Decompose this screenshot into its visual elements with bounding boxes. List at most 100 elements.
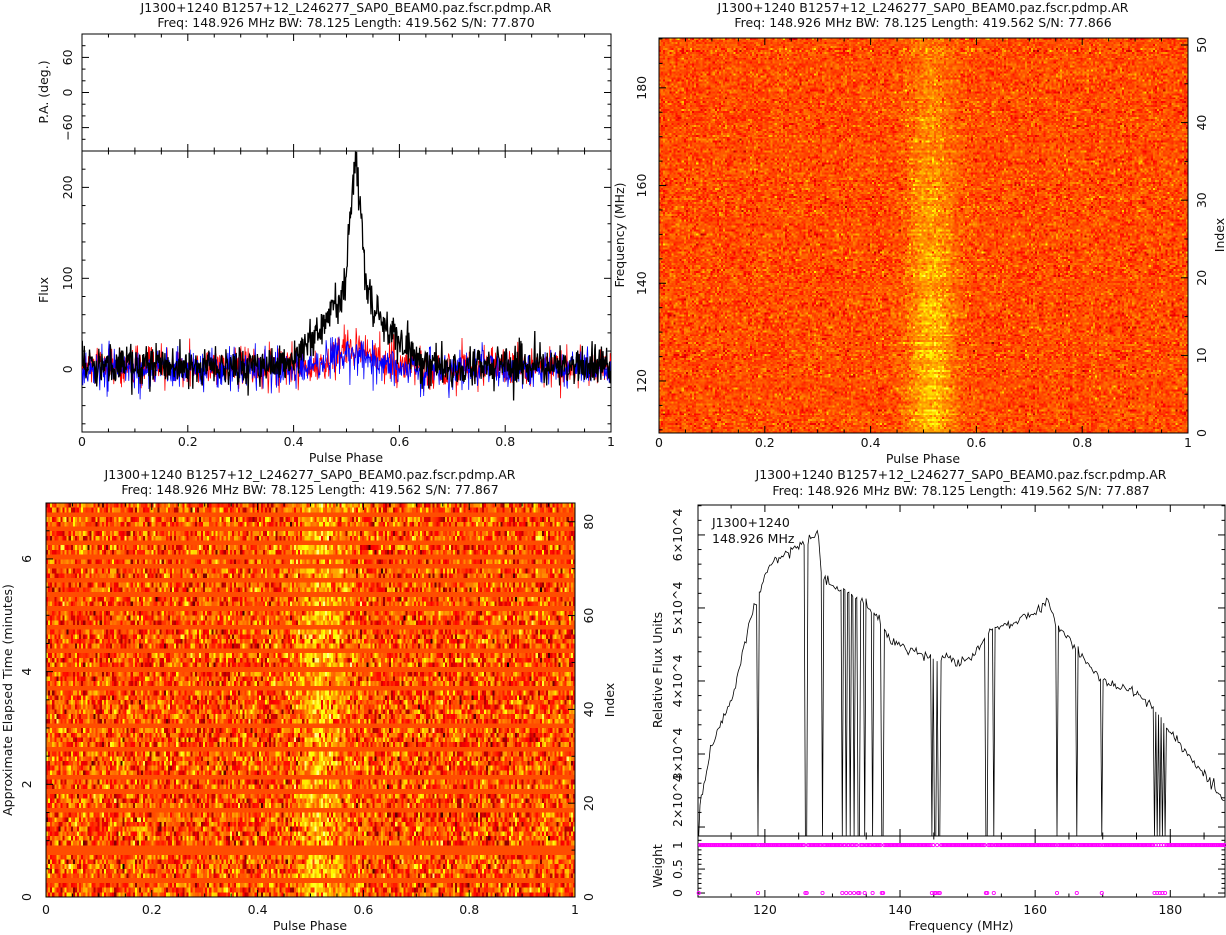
weight-point xyxy=(1222,843,1226,848)
weight-point xyxy=(1043,843,1048,848)
time-phase-index-tick-label: 80 xyxy=(581,514,596,530)
weight-point xyxy=(999,843,1004,848)
weight-point xyxy=(870,890,875,896)
weight-point xyxy=(1190,843,1195,848)
weight-point xyxy=(989,843,994,848)
weight-point xyxy=(854,843,859,848)
weight-point xyxy=(1094,843,1099,848)
weight-point xyxy=(832,843,837,848)
weight-point xyxy=(969,843,974,848)
weight-point xyxy=(848,890,853,896)
weight-point xyxy=(778,843,783,848)
weight-point xyxy=(923,843,928,848)
weight-point xyxy=(981,843,986,848)
freq-phase-title: J1300+1240 B1257+12_L246277_SAP0_BEAM0.p… xyxy=(717,0,1129,15)
weight-point xyxy=(1089,843,1094,848)
weight-point xyxy=(1163,890,1168,896)
weight-point xyxy=(737,843,742,848)
weight-point xyxy=(974,843,979,848)
weight-point xyxy=(736,843,741,848)
weight-point xyxy=(1062,843,1067,848)
weight-point xyxy=(933,890,938,896)
weight-point xyxy=(709,843,714,848)
weight-point xyxy=(1099,890,1104,896)
profile-x-tick-label: 0 xyxy=(78,434,86,449)
weight-point xyxy=(1209,843,1214,848)
weight-point xyxy=(1014,843,1019,848)
weight-point xyxy=(813,843,818,848)
weight-point xyxy=(857,890,862,896)
time-phase-x-tick-label: 0.4 xyxy=(248,902,268,917)
weight-point xyxy=(1086,843,1091,848)
weight-point xyxy=(1220,843,1226,848)
weight-point xyxy=(802,843,807,848)
weight-point xyxy=(816,843,821,848)
time-phase-y-tick-label: 0 xyxy=(19,893,34,901)
weight-point xyxy=(1078,843,1083,848)
weight-point xyxy=(879,890,884,896)
weight-point xyxy=(946,843,952,848)
weight-point xyxy=(744,843,749,848)
weight-point xyxy=(1128,843,1133,848)
bandpass-y-tick-label: 6×10^4 xyxy=(670,509,685,562)
weight-point xyxy=(804,890,809,896)
flux-y-tick-label: 0 xyxy=(60,365,75,373)
weight-point xyxy=(994,843,999,848)
weight-point xyxy=(724,843,729,848)
freq-phase-x-tick-label: 1 xyxy=(1184,435,1192,450)
weight-point xyxy=(1057,843,1062,848)
weight-point xyxy=(758,843,763,848)
bandpass-legend-freq: 148.926 MHz xyxy=(712,531,795,546)
weight-point xyxy=(874,843,879,848)
weight-point xyxy=(1045,843,1050,848)
weight-point xyxy=(1066,843,1071,848)
weight-point xyxy=(1065,843,1070,848)
weight-point xyxy=(1134,843,1139,848)
weight-point xyxy=(776,843,782,848)
weight-point xyxy=(919,843,924,848)
weight-point xyxy=(978,843,983,848)
weight-point xyxy=(1109,843,1114,848)
profile-x-tick-label: 0.6 xyxy=(389,434,409,449)
bandpass-title: J1300+1240 B1257+12_L246277_SAP0_BEAM0.p… xyxy=(755,467,1167,482)
weight-point xyxy=(1061,843,1066,848)
weight-point xyxy=(1161,843,1166,848)
weight-point xyxy=(1207,843,1212,848)
weight-point xyxy=(1087,843,1093,848)
weight-point xyxy=(763,843,768,848)
weight-point xyxy=(932,890,937,896)
weight-point xyxy=(891,843,896,848)
weight-point xyxy=(1015,843,1020,848)
weight-point xyxy=(1069,843,1074,848)
weight-point xyxy=(945,843,950,848)
freq-phase-ylabel: Frequency (MHz) xyxy=(612,182,627,287)
weight-point xyxy=(1082,843,1087,848)
weight-point xyxy=(1136,843,1141,848)
weight-point xyxy=(1124,843,1129,848)
weight-point xyxy=(1010,843,1015,848)
profile-x-tick-label: 1 xyxy=(607,434,615,449)
time-phase-x-tick-label: 0.6 xyxy=(353,902,373,917)
weight-point xyxy=(745,843,750,848)
freq-phase-y-tick-label: 140 xyxy=(634,271,649,295)
weight-point xyxy=(794,843,799,848)
frequency-phase-heatmap xyxy=(659,38,1188,433)
weight-point xyxy=(871,843,876,848)
weight-point xyxy=(956,843,961,848)
weight-point xyxy=(844,890,849,896)
freq-phase-y2label: Index xyxy=(1212,218,1226,252)
weight-point xyxy=(845,843,850,848)
weight-point xyxy=(973,843,978,848)
weight-point xyxy=(1189,843,1194,848)
freq-phase-index-tick-label: 50 xyxy=(1194,37,1209,53)
weight-point xyxy=(833,843,838,848)
weight-point xyxy=(937,890,942,896)
weight-point xyxy=(931,843,936,848)
weight-point xyxy=(1111,843,1116,848)
weight-point xyxy=(750,843,755,848)
weight-point xyxy=(757,843,762,848)
weight-point xyxy=(1130,843,1135,848)
weight-point xyxy=(966,843,971,848)
weight-point xyxy=(965,843,970,848)
